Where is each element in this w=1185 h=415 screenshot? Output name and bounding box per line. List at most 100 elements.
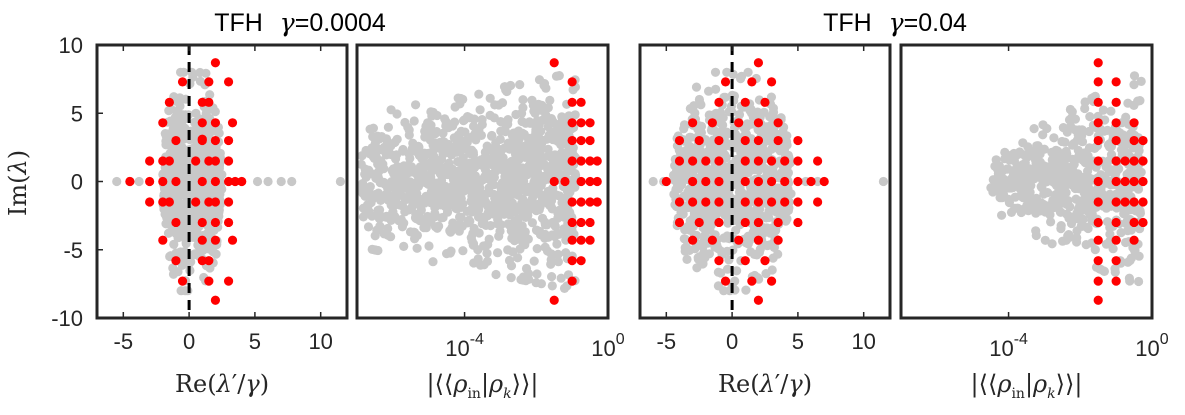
gray-point — [546, 259, 556, 269]
red-point — [1129, 217, 1139, 228]
gray-point — [547, 281, 557, 291]
gray-point — [527, 218, 538, 228]
red-point — [694, 135, 704, 146]
gray-point — [532, 244, 542, 254]
gray-point — [517, 236, 527, 246]
gray-point — [1010, 203, 1020, 213]
gray-point — [371, 152, 382, 163]
red-point — [1093, 118, 1103, 128]
red-point — [1138, 156, 1148, 166]
gray-point — [165, 208, 175, 218]
gray-point — [411, 100, 421, 110]
gray-point — [990, 161, 1000, 171]
red-point — [1093, 276, 1103, 286]
gray-point — [529, 256, 539, 266]
gray-point — [527, 95, 537, 105]
gray-point — [174, 150, 184, 160]
gray-point — [475, 105, 485, 115]
gray-point — [690, 244, 700, 254]
gray-point — [178, 231, 188, 241]
gray-point — [696, 121, 707, 131]
red-point — [701, 156, 711, 166]
gray-point — [464, 215, 474, 225]
y-tick-label: 5 — [71, 101, 83, 126]
gray-point — [179, 123, 190, 133]
x-axis-label: Re(λ′/γ) — [175, 370, 269, 398]
gray-point — [1049, 133, 1059, 143]
red-point — [549, 58, 559, 68]
red-point — [806, 176, 816, 187]
gray-point — [704, 214, 715, 224]
gray-point — [424, 241, 434, 251]
gray-point — [376, 212, 386, 222]
red-point — [1138, 176, 1148, 187]
x-tick-label: 10-4 — [989, 331, 1028, 361]
gray-point — [568, 85, 578, 95]
gray-point — [436, 213, 446, 223]
red-point — [773, 217, 783, 228]
gray-point — [1029, 152, 1039, 162]
gray-point — [496, 126, 506, 136]
gray-point — [383, 223, 393, 234]
gray-point — [466, 196, 476, 206]
gray-point — [1110, 267, 1120, 277]
gray-point — [744, 236, 755, 246]
panel-right-1: -5 0 5 10 Re(λ′/γ) — [638, 43, 892, 398]
gray-point — [546, 116, 556, 127]
gray-point — [516, 143, 526, 154]
gray-point — [252, 176, 263, 187]
red-point — [230, 176, 240, 187]
gray-point — [400, 117, 410, 128]
gray-point — [531, 278, 541, 288]
gray-point — [1129, 80, 1139, 90]
gray-point — [358, 212, 368, 222]
panel-right-2: 10-4 100 |⟨⟨ρin|ρk⟩⟩| — [899, 43, 1169, 402]
gray-point — [511, 109, 521, 120]
gray-point — [779, 189, 789, 199]
gray-point — [425, 195, 435, 205]
gray-point — [738, 165, 749, 175]
red-point — [223, 276, 234, 286]
gray-point — [1120, 140, 1130, 150]
gray-point — [112, 176, 122, 187]
red-point — [576, 97, 586, 107]
gray-point — [553, 213, 563, 223]
gray-point — [438, 128, 448, 138]
gray-point — [178, 171, 188, 181]
gray-point — [428, 257, 438, 267]
red-point — [753, 176, 764, 187]
red-point — [223, 77, 234, 87]
red-point — [707, 235, 717, 245]
gray-point — [428, 151, 438, 161]
x-tick-label: 0 — [726, 329, 738, 354]
gray-point — [426, 187, 436, 197]
red-point — [210, 135, 221, 146]
gray-point — [695, 98, 705, 108]
gray-point — [694, 148, 704, 158]
gray-point — [1061, 235, 1071, 245]
gray-point — [1053, 146, 1063, 156]
red-point — [1093, 197, 1103, 207]
gray-point — [768, 103, 779, 113]
gray-point — [764, 212, 774, 223]
gray-point — [521, 276, 531, 286]
gray-point — [1094, 264, 1104, 274]
gray-point — [428, 107, 438, 117]
red-point — [197, 176, 207, 187]
gray-point — [737, 71, 747, 81]
red-point — [576, 135, 586, 146]
gray-point — [441, 121, 451, 131]
red-point — [707, 118, 717, 128]
gray-point — [720, 150, 730, 160]
gray-point — [455, 212, 465, 222]
gray-point — [182, 187, 193, 197]
gray-point — [1083, 180, 1093, 190]
red-point — [740, 217, 750, 228]
gray-point — [1133, 184, 1143, 194]
red-point — [720, 77, 731, 87]
gray-point — [681, 242, 691, 252]
red-point — [576, 118, 586, 128]
red-point — [780, 176, 790, 187]
gray-point — [550, 150, 560, 160]
red-point — [197, 134, 207, 144]
